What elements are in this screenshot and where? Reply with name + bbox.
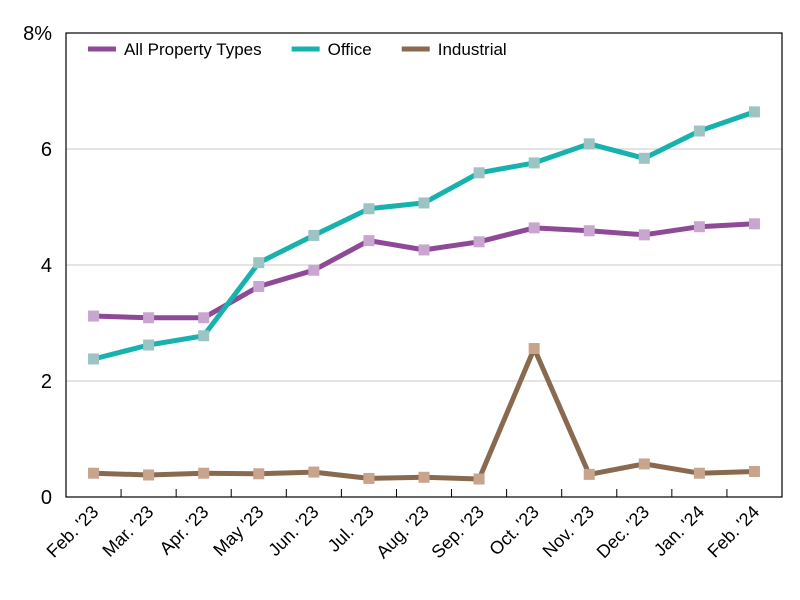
- grid-lines: [66, 148, 782, 382]
- x-tick-label: Mar. '23: [98, 502, 157, 561]
- data-point-marker: [748, 106, 760, 118]
- y-tick-label: 4: [41, 255, 52, 277]
- x-tick-label: Sep. '23: [427, 502, 487, 562]
- x-tick-label: Apr. '23: [156, 502, 213, 559]
- series-layer: [88, 106, 760, 485]
- x-tick-label: Nov. '23: [539, 502, 598, 561]
- x-tick-label: Oct. '23: [485, 502, 543, 560]
- series-industrial: [88, 343, 760, 485]
- legend-item: Office: [291, 40, 372, 59]
- y-tick-label: 8%: [23, 23, 52, 45]
- y-tick-label: 2: [41, 371, 52, 393]
- x-tick-label: May '23: [209, 502, 267, 560]
- data-point-marker: [748, 465, 760, 477]
- data-point-marker: [143, 469, 155, 481]
- data-point-marker: [638, 458, 650, 470]
- x-tick-label: Feb. '23: [43, 502, 103, 562]
- legend-item: Industrial: [401, 40, 507, 59]
- x-tick-label: Jul. '23: [324, 502, 378, 556]
- legend: All Property Types Office Industrial: [88, 40, 507, 59]
- data-point-marker: [638, 229, 650, 241]
- data-point-marker: [308, 466, 320, 478]
- data-point-marker: [583, 468, 595, 480]
- data-point-marker: [638, 152, 650, 164]
- data-point-marker: [418, 197, 430, 209]
- series-line: [91, 221, 757, 321]
- data-point-marker: [528, 343, 540, 355]
- data-point-marker: [198, 330, 210, 342]
- data-point-marker: [308, 229, 320, 241]
- data-point-marker: [253, 280, 265, 292]
- data-point-marker: [143, 339, 155, 351]
- x-tick-label: Dec. '23: [593, 502, 653, 562]
- data-point-marker: [473, 167, 485, 179]
- series-office: [88, 106, 760, 365]
- legend-item: All Property Types: [88, 40, 262, 59]
- data-point-marker: [473, 236, 485, 248]
- y-tick-label: 0: [41, 487, 52, 509]
- data-point-marker: [198, 312, 210, 324]
- legend-label: Office: [328, 40, 372, 59]
- data-point-marker: [198, 467, 210, 479]
- data-point-marker: [88, 353, 100, 365]
- data-point-marker: [528, 157, 540, 169]
- data-point-marker: [583, 138, 595, 150]
- data-point-marker: [693, 125, 705, 137]
- data-point-marker: [363, 203, 375, 215]
- series-line: [91, 346, 757, 482]
- data-point-marker: [88, 310, 100, 322]
- data-point-marker: [583, 225, 595, 237]
- x-tick-label: Aug. '23: [372, 502, 432, 562]
- plot-area-frame: [65, 32, 783, 498]
- data-point-marker: [363, 235, 375, 247]
- data-point-marker: [528, 222, 540, 234]
- data-point-marker: [363, 472, 375, 484]
- data-point-marker: [253, 257, 265, 269]
- legend-label: All Property Types: [124, 40, 262, 59]
- series-all-property-types: [88, 218, 760, 324]
- data-point-marker: [418, 471, 430, 483]
- data-point-marker: [308, 264, 320, 276]
- y-tick-label: 6: [41, 139, 52, 161]
- data-point-marker: [253, 468, 265, 480]
- y-axis-ticks: 0 2 4 6 8%: [23, 23, 52, 509]
- legend-label: Industrial: [438, 40, 507, 59]
- x-tick-label: Jan. '24: [650, 502, 708, 560]
- data-point-marker: [143, 312, 155, 324]
- data-point-marker: [693, 221, 705, 233]
- data-point-marker: [418, 244, 430, 256]
- data-point-marker: [693, 467, 705, 479]
- x-tick-label: Jun. '23: [264, 502, 322, 560]
- data-point-marker: [88, 467, 100, 479]
- data-point-marker: [473, 473, 485, 485]
- data-point-marker: [748, 218, 760, 230]
- x-tick-label: Feb. '24: [704, 502, 764, 562]
